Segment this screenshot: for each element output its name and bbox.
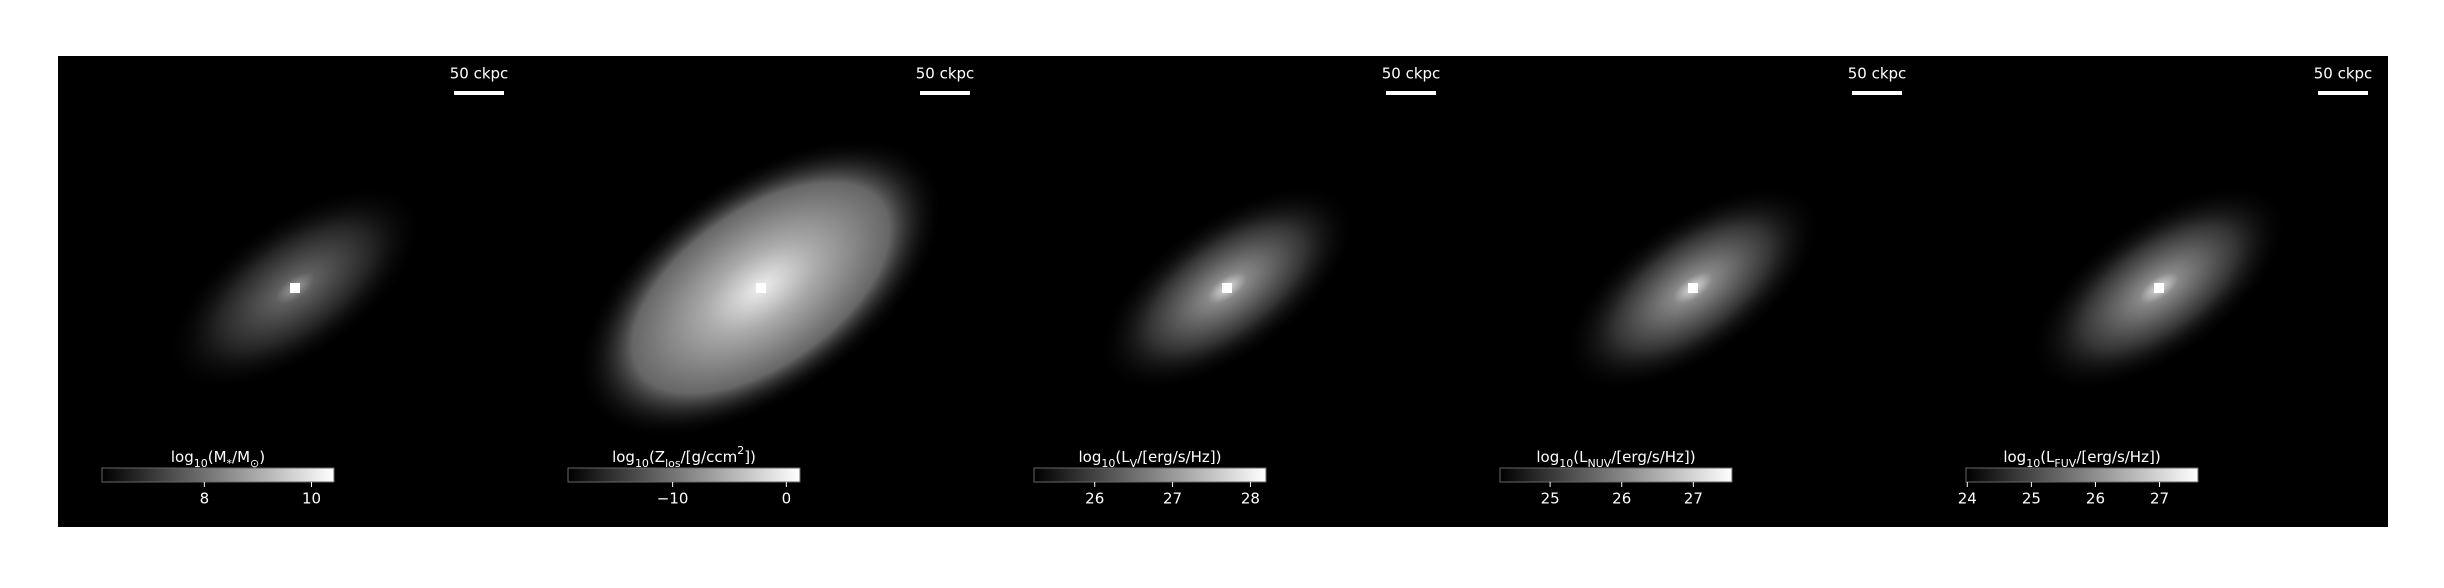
colorbar: [1965, 467, 2199, 483]
label-part: (L: [1573, 448, 1588, 466]
label-part: (L: [2040, 448, 2055, 466]
colorbar-tick-label: 24: [1958, 490, 1977, 508]
label-part: ⊙: [250, 457, 259, 470]
panel: 50 ckpc log10(Zlos/[g/ccm2]) −10 0: [524, 56, 990, 527]
galaxy-core: [1222, 283, 1232, 293]
label-part: /[erg/s/Hz]): [1137, 448, 1221, 466]
label-part: log: [1079, 448, 1102, 466]
label-part: 10: [2026, 457, 2040, 470]
label-part: 10: [635, 457, 649, 470]
label-part: 10: [194, 457, 208, 470]
label-part: (L: [1115, 448, 1130, 466]
label-part: ]): [744, 448, 756, 466]
colorbar-tick-label: 26: [1612, 490, 1631, 508]
label-part: 10: [1101, 457, 1115, 470]
label-part: (Z: [649, 448, 665, 466]
panel: 50 ckpc log10(LV/[erg/s/Hz]) 26 27 28: [990, 56, 1456, 527]
colorbar-tick-label: 26: [2086, 490, 2105, 508]
colorbar-label: log10(M*/M⊙): [171, 448, 265, 470]
panel: 50 ckpc log10(LNUV/[erg/s/Hz]) 25 26 27: [1456, 56, 1922, 527]
colorbar-tick-label: 0: [782, 490, 792, 508]
colorbar: [1033, 467, 1267, 483]
label-part: /[g/ccm: [681, 448, 738, 466]
label-part: /[erg/s/Hz]): [1611, 448, 1695, 466]
colorbar-tick-label: 27: [1684, 490, 1703, 508]
galaxy-core: [756, 283, 766, 293]
scale-bar-label: 50 ckpc: [1382, 65, 1441, 83]
colorbar-tick-label: 26: [1085, 490, 1104, 508]
colorbar-tick-label: 28: [1241, 490, 1260, 508]
label-part: V: [1130, 457, 1138, 470]
label-part: *: [227, 457, 233, 470]
scale-bar-label: 50 ckpc: [2314, 65, 2373, 83]
colorbar-tick-label: 25: [2022, 490, 2041, 508]
label-part: /[erg/s/Hz]): [2076, 448, 2160, 466]
scale-bar-label: 50 ckpc: [450, 65, 509, 83]
label-part: log: [171, 448, 194, 466]
colorbar: [101, 467, 335, 483]
label-part: FUV: [2054, 457, 2076, 470]
colorbar-tick-label: −10: [657, 490, 689, 508]
galaxy-core: [290, 283, 300, 293]
label-part: los: [665, 457, 681, 470]
galaxy-core: [2154, 283, 2164, 293]
colorbar-tick-label: 27: [1163, 490, 1182, 508]
colorbar-tick-label: 27: [2150, 490, 2169, 508]
label-part: log: [2003, 448, 2026, 466]
label-part: log: [1536, 448, 1559, 466]
colorbar-tick-label: 10: [302, 490, 321, 508]
colorbar-tick-label: 25: [1541, 490, 1560, 508]
colorbar: [1499, 467, 1733, 483]
label-part: log: [612, 448, 635, 466]
colorbar-label: log10(LV/[erg/s/Hz]): [1079, 448, 1222, 470]
label-part: (M: [208, 448, 227, 466]
panel: 50 ckpc log10(LFUV/[erg/s/Hz]) 24 25 26 27: [1922, 56, 2388, 527]
scale-bar-label: 50 ckpc: [916, 65, 975, 83]
label-part: /M: [232, 448, 250, 466]
colorbar-label: log10(Zlos/[g/ccm2]): [612, 444, 756, 470]
scale-bar-label: 50 ckpc: [1848, 65, 1907, 83]
colorbar-label: log10(LNUV/[erg/s/Hz]): [1536, 448, 1695, 470]
galaxy-core: [1688, 283, 1698, 293]
label-part: ): [259, 448, 265, 466]
colorbar: [567, 467, 801, 483]
label-part: NUV: [1587, 457, 1611, 470]
label-part: 10: [1559, 457, 1573, 470]
label-part: 2: [737, 444, 744, 457]
colorbar-tick-label: 8: [200, 490, 210, 508]
colorbar-label: log10(LFUV/[erg/s/Hz]): [2003, 448, 2160, 470]
